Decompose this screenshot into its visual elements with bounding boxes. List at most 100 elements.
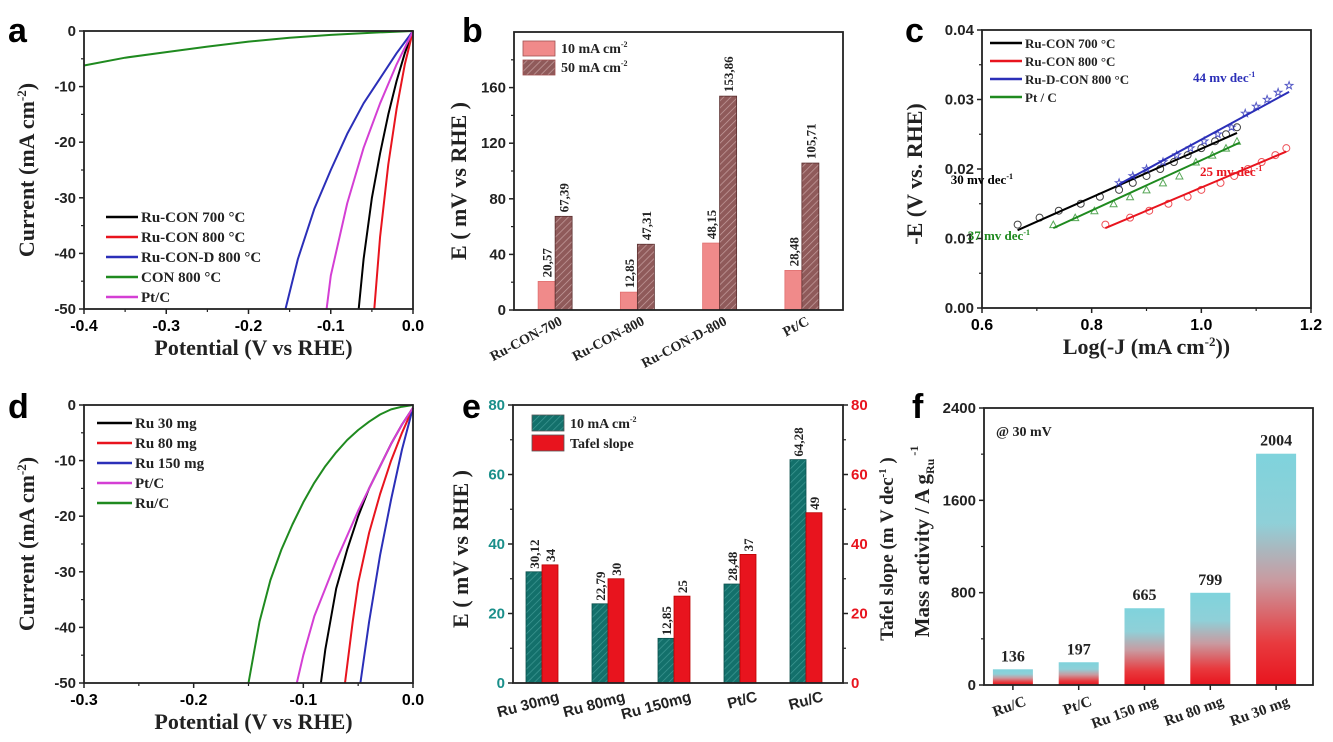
x-tick-label: -0.3 xyxy=(152,318,180,335)
panel-d: d 0 -10 -20 -30 -40 -50-0.3 -0.2 -0.1 0.0 Potentia… xyxy=(8,388,424,734)
bar xyxy=(739,554,757,684)
data-point xyxy=(1158,178,1168,187)
y-axis-label-sup: -1 xyxy=(907,446,921,459)
panel-label: a xyxy=(8,12,28,50)
slope-annotation: 25 mv dec-1 xyxy=(1200,164,1262,179)
y-axis-label: Current (mA cm-2) xyxy=(14,83,39,257)
x-tick-label: 0.0 xyxy=(402,318,424,335)
slope-annotation: 37 mv dec-1 xyxy=(968,228,1030,243)
data-point xyxy=(1157,156,1169,167)
legend-swatch xyxy=(531,434,565,452)
y-tick-label: 0.04 xyxy=(945,22,975,39)
data-point xyxy=(1272,86,1284,98)
y-tick-label: 0.01 xyxy=(945,231,974,248)
slope-annotation: 44 mv dec-1 xyxy=(1193,70,1255,85)
bar-value-label: 799 xyxy=(1198,572,1222,589)
data-point xyxy=(1250,100,1262,111)
bar xyxy=(607,578,625,684)
legend-label: Ru-CON 700 °C xyxy=(1025,36,1115,51)
legend-label: Ru 150 mg xyxy=(135,456,205,472)
legend-label: Ru-CON-D 800 °C xyxy=(141,250,261,266)
legend-label: Ru-CON 800 °C xyxy=(1025,54,1115,69)
data-point xyxy=(1115,185,1124,194)
panel-a: a 0 -10 -20 -30 -40 -50-0.4 -0.3 -0.2 -0.1 0.0 Pote… xyxy=(8,12,424,360)
legend-label: Ru 80 mg xyxy=(135,436,197,452)
category-label: Ru 30 mg xyxy=(1228,694,1292,730)
y-axis-label-right: Tafel slope (m V dec-1 ) xyxy=(877,457,898,641)
fit-line xyxy=(1017,131,1238,232)
y-tick-label: -10 xyxy=(54,453,76,470)
bar xyxy=(554,215,573,311)
data-point xyxy=(1232,123,1241,132)
bar-value-label: 2004 xyxy=(1260,433,1292,450)
bar-value-label: 37 xyxy=(741,538,756,552)
fit-line xyxy=(1105,150,1287,230)
condition-annotation: @ 30 mV xyxy=(996,425,1052,440)
y-tick-label: 0 xyxy=(68,397,76,414)
series-line xyxy=(344,407,414,684)
y-tick-label: -20 xyxy=(54,134,76,151)
bar-value-label: 64,28 xyxy=(791,427,806,457)
series-line xyxy=(284,30,414,310)
y-tick-label: 40 xyxy=(851,536,868,553)
panel-label: f xyxy=(912,388,924,426)
bar xyxy=(537,281,556,311)
bar-value-label: 12,85 xyxy=(622,258,637,288)
legend-label: Ru-D-CON 800 °C xyxy=(1025,72,1129,87)
x-tick-label: 1.2 xyxy=(1300,317,1322,334)
panel-label: d xyxy=(8,388,29,426)
legend-swatch xyxy=(531,414,565,432)
data-point xyxy=(1282,144,1291,153)
data-point xyxy=(1175,171,1184,180)
bar xyxy=(805,512,823,684)
y-tick-label: 60 xyxy=(851,467,868,484)
y-tick-label: 60 xyxy=(488,467,505,484)
bar-value-label: 665 xyxy=(1133,587,1157,604)
data-point xyxy=(1283,80,1295,91)
x-tick-label: -0.3 xyxy=(70,692,98,709)
y-tick-label: -20 xyxy=(54,508,76,525)
panel-label: b xyxy=(462,12,483,50)
panel-label: e xyxy=(462,388,481,426)
x-tick-label: 0.0 xyxy=(402,692,424,709)
category-label: Ru/C xyxy=(991,694,1029,721)
bar-value-label: 197 xyxy=(1067,641,1091,658)
x-axis-label: Potential (V vs RHE) xyxy=(154,709,352,734)
bar xyxy=(702,242,721,311)
x-tick-label: 0.8 xyxy=(1081,317,1103,334)
x-tick-label: -0.2 xyxy=(235,318,263,335)
y-axis-label: Mass activity / A gRu -1 xyxy=(907,446,937,638)
bar-value-label: 153,86 xyxy=(721,56,736,92)
bar-value-label: 136 xyxy=(1001,648,1025,665)
bar-value-label: 22,79 xyxy=(593,571,608,601)
y-tick-label: -30 xyxy=(54,190,76,207)
slope-annotation: 30 mv dec-1 xyxy=(951,172,1013,187)
bar xyxy=(619,291,638,311)
y-tick-label: 0 xyxy=(68,23,76,40)
bar-value-label: 30,12 xyxy=(527,540,542,569)
series-line xyxy=(359,407,414,684)
legend-label: 10 mA cm-2 xyxy=(570,415,637,432)
y-tick-label: 80 xyxy=(489,191,506,208)
legend-label: Pt / C xyxy=(1025,90,1057,105)
y-tick-label: 40 xyxy=(489,246,506,263)
y-tick-label: 160 xyxy=(481,80,506,97)
category-label: Pt/C xyxy=(781,314,812,340)
series-line xyxy=(247,404,414,684)
legend-swatch xyxy=(522,40,556,57)
bar xyxy=(992,669,1033,685)
y-tick-label: -50 xyxy=(54,675,76,692)
category-label: Ru 80mg xyxy=(561,688,627,721)
bar xyxy=(789,459,807,684)
y-tick-label: 80 xyxy=(851,397,868,414)
legend-label: Ru-CON 800 °C xyxy=(141,230,245,246)
legend-swatch xyxy=(522,59,556,76)
y-tick-label: 20 xyxy=(488,606,505,623)
bar-value-label: 105,71 xyxy=(803,123,818,159)
y-tick-label: 0 xyxy=(968,677,976,694)
series-line xyxy=(373,30,414,310)
bar xyxy=(1124,608,1165,685)
x-axis-label: Potential (V vs RHE) xyxy=(154,335,352,360)
y-tick-label: -30 xyxy=(54,564,76,581)
